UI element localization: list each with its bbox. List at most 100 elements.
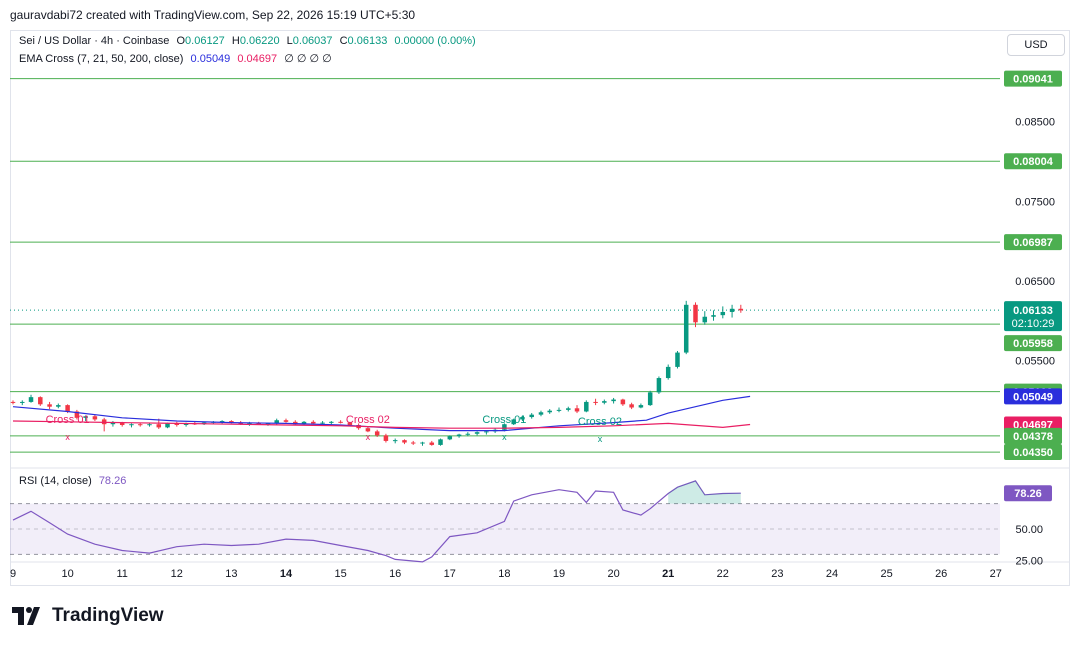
price-axis-tag (1004, 428, 1062, 444)
price-axis-tag-label: 0.05958 (1013, 338, 1053, 350)
currency-button[interactable]: USD (1007, 34, 1065, 56)
candle-body (219, 421, 225, 423)
current-price-tag-label: 0.06133 (1013, 305, 1053, 317)
candle-body (28, 397, 34, 402)
time-axis-tick: 18 (498, 568, 510, 580)
ema-extra-values: ∅ ∅ ∅ ∅ (284, 53, 332, 65)
candle-body (156, 424, 162, 428)
candle-body (602, 401, 607, 403)
low-value: 0.06037 (292, 35, 333, 47)
low-label: L (286, 35, 293, 47)
cross-marker: x (502, 432, 507, 442)
candle-body (365, 428, 371, 432)
candle-body (511, 419, 516, 425)
candle-body (329, 421, 334, 423)
time-axis-tick: 23 (771, 568, 783, 580)
candle-body (374, 431, 380, 436)
price-axis-tick: 0.05500 (1015, 356, 1055, 368)
candle-body (119, 422, 125, 426)
candle-body (502, 424, 507, 430)
time-axis-tick: 22 (717, 568, 729, 580)
candle-body (465, 433, 471, 435)
ema-fast-line (12, 395, 751, 432)
candle-body (92, 416, 98, 420)
candle-body (47, 404, 52, 407)
tradingview-logo-icon (12, 607, 40, 625)
candle-body (611, 399, 616, 402)
time-axis-tick: 19 (553, 568, 565, 580)
time-axis-tick: 16 (389, 568, 401, 580)
candle-body (265, 423, 271, 425)
candle-body (683, 304, 689, 353)
close-label: C (339, 35, 348, 47)
author-credit: gauravdabi72 created with TradingView.co… (10, 8, 416, 22)
cross-marker: x (65, 432, 70, 442)
price-axis-tick: 0.08500 (1015, 117, 1055, 129)
rsi-legend: RSI (14, close) 78.26 (19, 475, 126, 487)
candle-body (729, 308, 735, 312)
rsi-legend-value: 78.26 (98, 475, 127, 487)
price-axis-tag-label: 0.05049 (1013, 391, 1053, 403)
candle-body (711, 315, 716, 317)
high-value: 0.06220 (239, 35, 280, 47)
candle-body (584, 401, 589, 412)
candle-body (593, 401, 598, 403)
candle-body (647, 392, 653, 406)
price-axis-tag-label: 0.06987 (1013, 237, 1053, 249)
candle-body (83, 416, 88, 418)
ema-label[interactable]: EMA Cross (7, 21, 50, 200, close) (19, 53, 184, 65)
candle-body (38, 397, 43, 405)
rsi-overbought-fill (668, 480, 741, 504)
candle-body (293, 421, 298, 425)
tradingview-logo[interactable]: TradingView (12, 605, 164, 627)
price-axis-tag (1004, 153, 1062, 170)
candle-body (311, 421, 316, 424)
price-axis-tag (1004, 234, 1062, 251)
time-axis-tick: 13 (225, 568, 237, 580)
candle-body (538, 412, 544, 415)
candle-body (183, 423, 189, 426)
open-label: O (176, 35, 186, 47)
candle-body (20, 401, 25, 403)
cross-annotation: Cross 02 (346, 414, 390, 426)
brand-name: TradingView (52, 605, 164, 626)
candle-body (301, 421, 307, 425)
cross-marker: x (598, 434, 603, 444)
time-axis-tick: 20 (607, 568, 619, 580)
time-axis-tick: 26 (935, 568, 947, 580)
cross-marker: x (366, 432, 371, 442)
candle-body (137, 424, 143, 426)
time-axis-tick: 12 (171, 568, 183, 580)
candle-body (165, 423, 170, 428)
rsi-label[interactable]: RSI (14, close) (19, 475, 92, 487)
time-axis-tick: 25 (880, 568, 892, 580)
candle-body (347, 422, 353, 426)
candle-body (129, 424, 134, 426)
candle-body (256, 423, 261, 425)
candle-body (229, 421, 234, 423)
candle-body (392, 440, 398, 442)
time-axis-tick: 17 (444, 568, 456, 580)
time-axis-tick: 27 (990, 568, 1002, 580)
candle-body (702, 316, 708, 323)
candle-body (110, 422, 116, 425)
candle-body (738, 308, 744, 311)
current-price-tag (1004, 301, 1062, 332)
time-axis-tick: 14 (280, 568, 293, 580)
ema-legend: EMA Cross (7, 21, 50, 200, close) 0.0504… (19, 52, 332, 65)
candle-body (74, 411, 80, 418)
price-axis-tick: 0.06500 (1015, 276, 1055, 288)
price-axis-tag-label: 0.08004 (1013, 156, 1054, 168)
candle-body (574, 408, 580, 412)
candle-body (556, 409, 562, 411)
candle-body (438, 439, 443, 445)
price-axis-tag-label: 0.09041 (1013, 74, 1053, 86)
symbol-title[interactable]: Sei / US Dollar · 4h · Coinbase (19, 35, 170, 47)
candle-body (474, 432, 480, 434)
time-axis-tick: 15 (334, 568, 346, 580)
rsi-axis-tick: 50.00 (1015, 524, 1043, 536)
time-axis-tick: 11 (116, 568, 127, 580)
cross-annotation: Cross 01 (482, 414, 526, 426)
candle-body (656, 378, 662, 393)
